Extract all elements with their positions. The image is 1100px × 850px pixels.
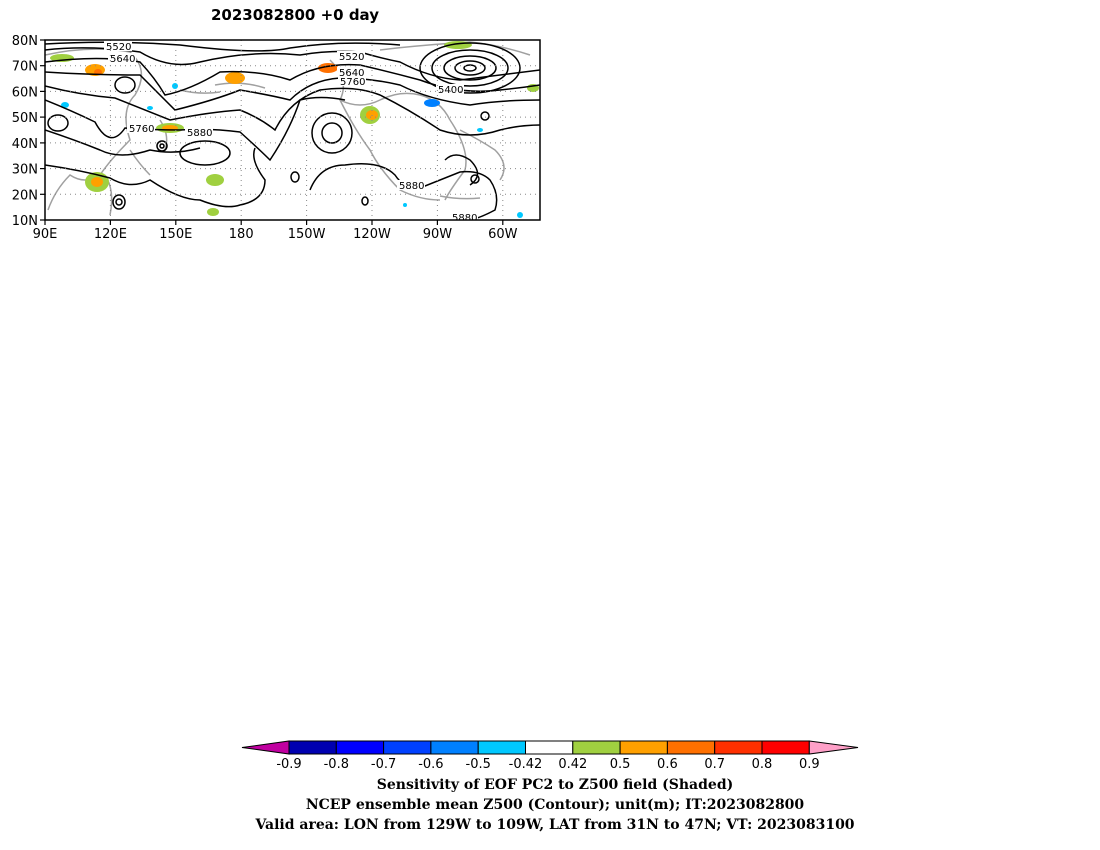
contour-labels: 5520 5640 5760 5880 5520 5640 5760 5400 …	[104, 41, 478, 224]
colorbar-segment	[335, 740, 385, 755]
contour-label: 5520	[339, 52, 364, 63]
lon-tick-label: 180	[229, 227, 254, 242]
colorbar-tick-label: -0.42	[509, 757, 543, 772]
colorbar-tick-label: 0.42	[558, 757, 587, 772]
colorbar-segment	[477, 740, 527, 755]
lon-tick-label: 60W	[488, 227, 518, 242]
colorbar-tick-label: -0.5	[466, 757, 491, 772]
contour-rings	[47, 42, 521, 210]
colorbar-tick-label: -0.9	[276, 757, 301, 772]
caption-line-1: Sensitivity of EOF PC2 to Z500 field (Sh…	[376, 777, 734, 793]
lon-axis: 90E 120E 150E 180 150W 120W 90W 60W	[33, 220, 518, 242]
colorbar-tick-labels: -0.9 -0.8 -0.7 -0.6 -0.5 -0.42 0.42 0.5 0.6 0.7 0.…	[276, 757, 819, 772]
colorbar-left-extend	[241, 740, 290, 755]
lon-tick-label: 90W	[423, 227, 453, 242]
colorbar-segment	[761, 740, 810, 755]
contour-label: 5640	[339, 68, 364, 79]
colorbar-segment	[619, 740, 668, 755]
contour-label: 5520	[106, 42, 131, 53]
lat-tick-label: 60N	[12, 85, 38, 100]
colorbar-tick-label: -0.6	[418, 757, 443, 772]
colorbar-tick-label: 0.7	[704, 757, 725, 772]
colorbar-segment	[430, 740, 479, 755]
colorbar-tick-label: -0.8	[324, 757, 349, 772]
colorbar-tick-label: 0.9	[799, 757, 820, 772]
caption-line-2: NCEP ensemble mean Z500 (Contour); unit(…	[305, 797, 805, 813]
map-figure: 5520 5640 5760 5880 5520 5640 5760 5400 …	[12, 34, 541, 242]
lon-tick-label: 150E	[159, 227, 192, 242]
lat-tick-label: 50N	[12, 111, 38, 126]
contour-label: 5760	[340, 77, 365, 88]
colorbar-tick-label: -0.7	[371, 757, 396, 772]
graticule	[45, 40, 540, 220]
lat-tick-label: 30N	[12, 163, 38, 178]
colorbar-segments	[241, 740, 859, 755]
colorbar-segment	[288, 740, 337, 755]
lat-tick-label: 80N	[12, 34, 38, 49]
sensitivity-shading	[50, 41, 539, 218]
coastlines	[45, 41, 531, 216]
caption-line-3: Valid area: LON from 129W to 109W, LAT f…	[255, 817, 855, 833]
lat-tick-label: 20N	[12, 188, 38, 203]
contour-label: 5880	[399, 181, 424, 192]
lon-tick-label: 150W	[288, 227, 326, 242]
map-plot-area: 5520 5640 5760 5880 5520 5640 5760 5400 …	[45, 40, 540, 224]
map-frame	[44, 39, 541, 221]
lon-tick-label: 120W	[353, 227, 391, 242]
colorbar-segment	[383, 740, 432, 755]
lat-tick-label: 70N	[12, 60, 38, 75]
contour-label: 5880	[187, 128, 212, 139]
contour-label: 5880	[452, 213, 477, 224]
colorbar-segment	[572, 740, 621, 755]
lon-tick-label: 120E	[94, 227, 127, 242]
colorbar-tick-label: 0.5	[610, 757, 631, 772]
map-title: 2023082800 +0 day	[211, 6, 379, 24]
z500-contours	[45, 41, 540, 220]
lat-tick-label: 10N	[12, 214, 38, 229]
contour-label: 5640	[110, 54, 135, 65]
colorbar-segment	[714, 740, 763, 755]
colorbar-tick-label: 0.6	[657, 757, 678, 772]
contour-label: 5400	[438, 85, 463, 96]
lon-tick-label: 90E	[33, 227, 58, 242]
colorbar-tick-label: 0.8	[752, 757, 773, 772]
colorbar-segment	[666, 740, 716, 755]
contour-label: 5760	[129, 124, 154, 135]
colorbar-segment	[525, 740, 574, 755]
lat-axis: 80N 70N 60N 50N 40N 30N 20N 10N	[12, 34, 45, 229]
lat-tick-label: 40N	[12, 137, 38, 152]
colorbar-right-extend	[808, 740, 859, 755]
